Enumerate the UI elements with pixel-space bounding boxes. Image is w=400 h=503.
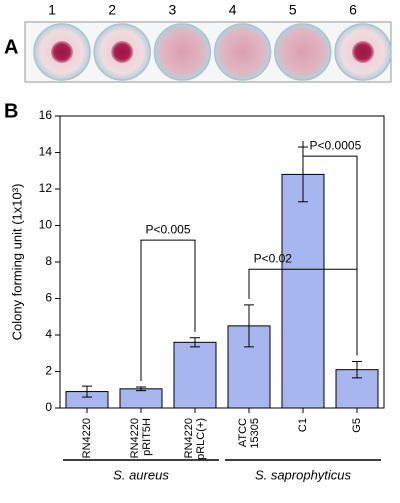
x-tick-label: ATCC [237, 418, 249, 447]
bar [119, 388, 163, 409]
well-label: 3 [169, 2, 177, 18]
y-tick-label: 10 [39, 218, 53, 232]
colony-spot [352, 41, 374, 63]
well-label: 5 [289, 2, 297, 18]
colony-spot [51, 41, 73, 63]
x-tick-label: RN4220 [129, 418, 141, 458]
well [274, 23, 332, 81]
significance-bracket [302, 141, 358, 356]
y-tick-label: 6 [45, 291, 52, 305]
y-tick-label: 14 [39, 145, 53, 159]
x-tick-label: G5 [351, 418, 363, 433]
well-label: 4 [229, 2, 237, 18]
group-label: S. aureus [113, 467, 169, 482]
x-tick-label: 15305 [249, 418, 261, 449]
well-label: 2 [108, 2, 116, 18]
significance-bracket [140, 239, 196, 382]
wells: 1 2 3 4 5 6 [33, 2, 392, 81]
y-tick-label: 16 [39, 108, 53, 122]
significance-label: P<0.02 [254, 251, 293, 265]
well [213, 23, 272, 81]
y-tick-label: 0 [45, 400, 52, 414]
y-tick-label: 12 [39, 181, 53, 195]
significance-label: P<0.0005 [310, 138, 362, 152]
x-tick-label: pRIT5H [141, 418, 153, 456]
group-label: S. saprophyticus [255, 467, 352, 482]
x-tick-label: pRLC(+) [195, 418, 207, 460]
x-tick-label: RN4220 [183, 418, 195, 458]
y-axis-label: Colony forming unit (1x10³) [9, 184, 24, 341]
plot-frame [59, 115, 385, 409]
colony-spot [111, 41, 134, 63]
well [153, 23, 212, 81]
panel-label: B [4, 100, 18, 122]
y-tick-label: 4 [45, 327, 52, 341]
bar [173, 341, 217, 409]
well-label: 1 [48, 2, 56, 18]
y-tick-label: 8 [45, 254, 52, 268]
panel-label: A [4, 36, 18, 58]
x-tick-label: C1 [297, 418, 309, 432]
x-tick-label: RN4220 [81, 418, 93, 458]
well-label: 6 [349, 2, 357, 18]
bar [281, 173, 325, 409]
significance-label: P<0.005 [145, 222, 190, 236]
y-tick-label: 2 [45, 364, 52, 378]
